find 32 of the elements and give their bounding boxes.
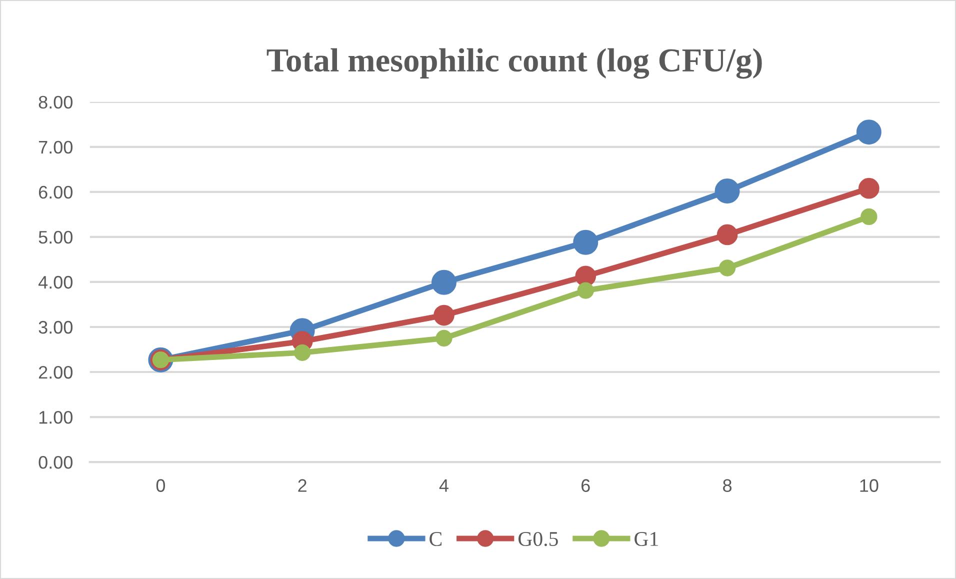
point: [860, 208, 878, 226]
legend-label: G0.5: [518, 532, 558, 546]
point: [575, 266, 596, 287]
x-tick-label: 2: [298, 479, 306, 492]
x-tick-label: 8: [723, 479, 732, 492]
x-tick-label: 6: [582, 479, 590, 492]
point: [294, 344, 311, 361]
y-tick-label: 1.00: [39, 410, 72, 424]
chart-title: Total mesophilic count (log CFU/g): [266, 48, 762, 79]
point: [856, 120, 882, 145]
y-tick-label: 3.00: [38, 320, 72, 334]
point: [436, 330, 452, 347]
y-tick-label: 8.00: [38, 96, 72, 109]
y-tick-label: 5.00: [38, 230, 72, 244]
x-tick-label: 10: [860, 479, 878, 492]
legend-label: G1: [634, 532, 658, 546]
point: [858, 178, 880, 199]
point: [434, 304, 454, 326]
point: [573, 230, 598, 255]
legend-label: C: [430, 532, 442, 546]
point: [716, 224, 738, 246]
point: [577, 282, 594, 299]
y-tick-label: 4.00: [38, 276, 72, 289]
point: [714, 178, 740, 204]
x-tick-label: 0: [156, 479, 166, 492]
x-tick-label: 4: [439, 479, 448, 492]
y-tick-label: 0.00: [38, 456, 72, 469]
y-tick-label: 6.00: [38, 186, 72, 199]
y-tick-label: 2.00: [38, 366, 72, 379]
point: [718, 260, 736, 276]
y-tick-label: 7.00: [38, 140, 72, 154]
point: [431, 270, 456, 295]
